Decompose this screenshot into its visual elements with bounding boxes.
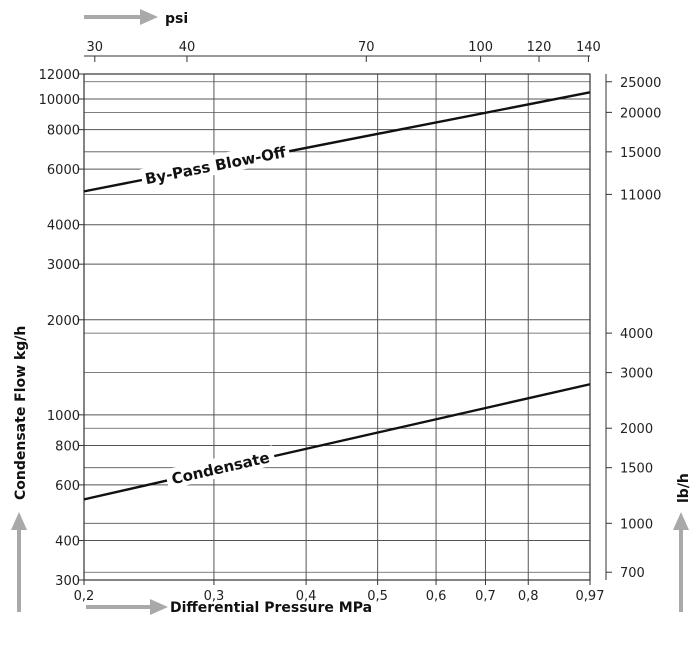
right-axis-arrow-icon — [673, 512, 689, 612]
top-tick-label: 120 — [527, 40, 552, 55]
x-tick-label: 0,6 — [426, 589, 447, 604]
right-tick-label: 20000 — [620, 106, 661, 121]
top-axis-label: psi — [165, 11, 188, 27]
series-label: By-Pass Blow-Off — [144, 143, 289, 188]
series-label: Condensate — [170, 448, 271, 488]
x-axis-label: Differential Pressure MPa — [170, 600, 372, 616]
x-tick-label: 0,7 — [475, 589, 496, 604]
right-tick-label: 1000 — [620, 517, 653, 532]
y-tick-label: 3000 — [47, 258, 80, 273]
right-tick-label: 2000 — [620, 422, 653, 437]
top-tick-label: 140 — [576, 40, 601, 55]
x-tick-label: 0,2 — [74, 589, 95, 604]
y-tick-label: 6000 — [47, 163, 80, 178]
x-tick-label: 0,97 — [576, 589, 605, 604]
y-axis-arrow-icon — [11, 512, 27, 612]
x-tick-label: 0,8 — [518, 589, 539, 604]
right-tick-label: 11000 — [620, 188, 661, 203]
x-tick-label: 0,4 — [296, 589, 317, 604]
y-tick-label: 400 — [55, 535, 80, 550]
top-tick-label: 40 — [179, 40, 196, 55]
y-tick-label: 10000 — [39, 93, 80, 108]
tick-labels: 0,2 0,3 0,4 0,5 0,6 0,7 0,8 0,97 300 400 600 800 100… — [39, 40, 662, 604]
y-tick-label: 2000 — [47, 314, 80, 329]
x-axis-arrow-icon — [86, 599, 168, 615]
right-tick-label: 3000 — [620, 367, 653, 382]
y-tick-label: 300 — [55, 574, 80, 589]
y-tick-label: 1000 — [47, 409, 80, 424]
x-tick-label: 0,3 — [204, 589, 225, 604]
x-tick-label: 0,5 — [367, 589, 388, 604]
series: By-Pass Blow-Off Condensate — [83, 91, 591, 501]
y-tick-label: 800 — [55, 439, 80, 454]
top-tick-label: 70 — [358, 40, 375, 55]
series-line — [83, 383, 591, 501]
right-tick-label: 15000 — [620, 146, 661, 161]
series-label-background — [139, 140, 291, 189]
right-tick-label: 1500 — [620, 462, 653, 477]
right-tick-label: 25000 — [620, 76, 661, 91]
right-tick-label: 4000 — [620, 327, 653, 342]
y-tick-label: 8000 — [47, 124, 80, 139]
axes — [79, 55, 612, 585]
y-axis-label: Condensate Flow kg/h — [13, 326, 29, 500]
top-tick-label: 30 — [87, 40, 104, 55]
top-axis-arrow-icon — [84, 9, 158, 25]
grid — [83, 73, 591, 581]
series-label-background — [164, 445, 277, 490]
y-tick-label: 600 — [55, 479, 80, 494]
top-tick-label: 100 — [468, 40, 493, 55]
plot-frame — [83, 73, 591, 581]
y-tick-label: 4000 — [47, 219, 80, 234]
right-tick-label: 700 — [620, 566, 645, 581]
y-tick-label: 12000 — [39, 68, 80, 83]
right-axis-label: lb/h — [676, 473, 692, 503]
